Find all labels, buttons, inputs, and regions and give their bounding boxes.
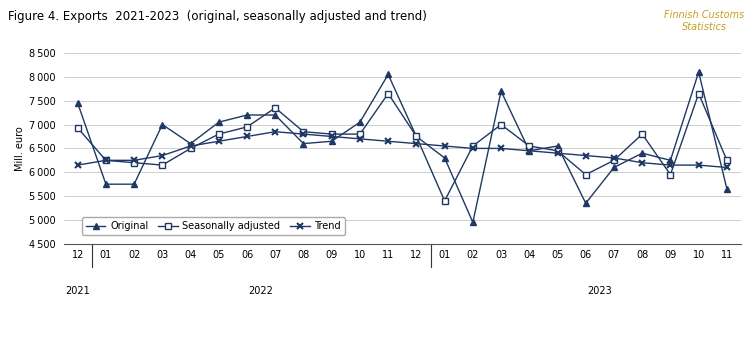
Original: [694, 70, 703, 74]
Line: Seasonally adjusted: Seasonally adjusted: [75, 91, 730, 204]
Seasonally adjusted: [581, 173, 590, 177]
Seasonally adjusted: [440, 199, 449, 203]
Original: [440, 156, 449, 160]
Trend: [129, 158, 138, 163]
Trend: [440, 144, 449, 148]
Seasonally adjusted: [327, 132, 336, 136]
Original: [186, 141, 195, 146]
Trend: [73, 163, 82, 167]
Seasonally adjusted: [271, 106, 280, 110]
Trend: [383, 139, 392, 143]
Y-axis label: Mill. euro: Mill. euro: [15, 126, 25, 171]
Text: 2022: 2022: [249, 286, 274, 296]
Seasonally adjusted: [637, 132, 646, 136]
Trend: [553, 151, 562, 155]
Line: Trend: Trend: [74, 128, 730, 171]
Trend: [327, 134, 336, 138]
Seasonally adjusted: [355, 132, 364, 136]
Trend: [722, 166, 731, 170]
Trend: [525, 149, 534, 153]
Seasonally adjusted: [383, 91, 392, 96]
Trend: [271, 130, 280, 134]
Original: [129, 182, 138, 186]
Trend: [666, 163, 675, 167]
Original: [609, 166, 618, 170]
Trend: [581, 154, 590, 158]
Trend: [412, 141, 421, 146]
Original: [412, 134, 421, 138]
Seasonally adjusted: [666, 173, 675, 177]
Original: [271, 113, 280, 117]
Seasonally adjusted: [722, 158, 731, 163]
Trend: [637, 161, 646, 165]
Seasonally adjusted: [158, 163, 167, 167]
Original: [101, 182, 110, 186]
Original: [666, 158, 675, 163]
Original: [214, 120, 223, 124]
Seasonally adjusted: [525, 144, 534, 148]
Seasonally adjusted: [412, 134, 421, 138]
Original: [299, 141, 308, 146]
Original: [553, 144, 562, 148]
Original: [637, 151, 646, 155]
Trend: [694, 163, 703, 167]
Text: Finnish Customs
Statistics: Finnish Customs Statistics: [665, 10, 745, 32]
Trend: [158, 154, 167, 158]
Seasonally adjusted: [694, 91, 703, 96]
Original: [327, 139, 336, 143]
Seasonally adjusted: [214, 132, 223, 136]
Trend: [355, 137, 364, 141]
Line: Original: Original: [75, 69, 730, 225]
Original: [722, 187, 731, 191]
Seasonally adjusted: [553, 149, 562, 153]
Seasonally adjusted: [609, 158, 618, 163]
Trend: [497, 146, 506, 150]
Text: 2021: 2021: [65, 286, 90, 296]
Original: [497, 89, 506, 93]
Original: [355, 120, 364, 124]
Seasonally adjusted: [101, 158, 110, 163]
Original: [383, 72, 392, 76]
Trend: [243, 134, 252, 138]
Seasonally adjusted: [129, 161, 138, 165]
Trend: [186, 144, 195, 148]
Trend: [609, 156, 618, 160]
Legend: Original, Seasonally adjusted, Trend: Original, Seasonally adjusted, Trend: [82, 217, 345, 235]
Trend: [299, 132, 308, 136]
Original: [525, 149, 534, 153]
Trend: [101, 158, 110, 163]
Seasonally adjusted: [299, 130, 308, 134]
Original: [158, 122, 167, 126]
Seasonally adjusted: [186, 146, 195, 150]
Original: [468, 220, 477, 224]
Original: [73, 101, 82, 105]
Seasonally adjusted: [73, 126, 82, 130]
Seasonally adjusted: [468, 144, 477, 148]
Original: [581, 201, 590, 205]
Text: Figure 4. Exports  2021-2023  (original, seasonally adjusted and trend): Figure 4. Exports 2021-2023 (original, s…: [8, 10, 426, 23]
Trend: [468, 146, 477, 150]
Seasonally adjusted: [243, 125, 252, 129]
Seasonally adjusted: [497, 122, 506, 126]
Trend: [214, 139, 223, 143]
Text: 2023: 2023: [587, 286, 612, 296]
Original: [243, 113, 252, 117]
